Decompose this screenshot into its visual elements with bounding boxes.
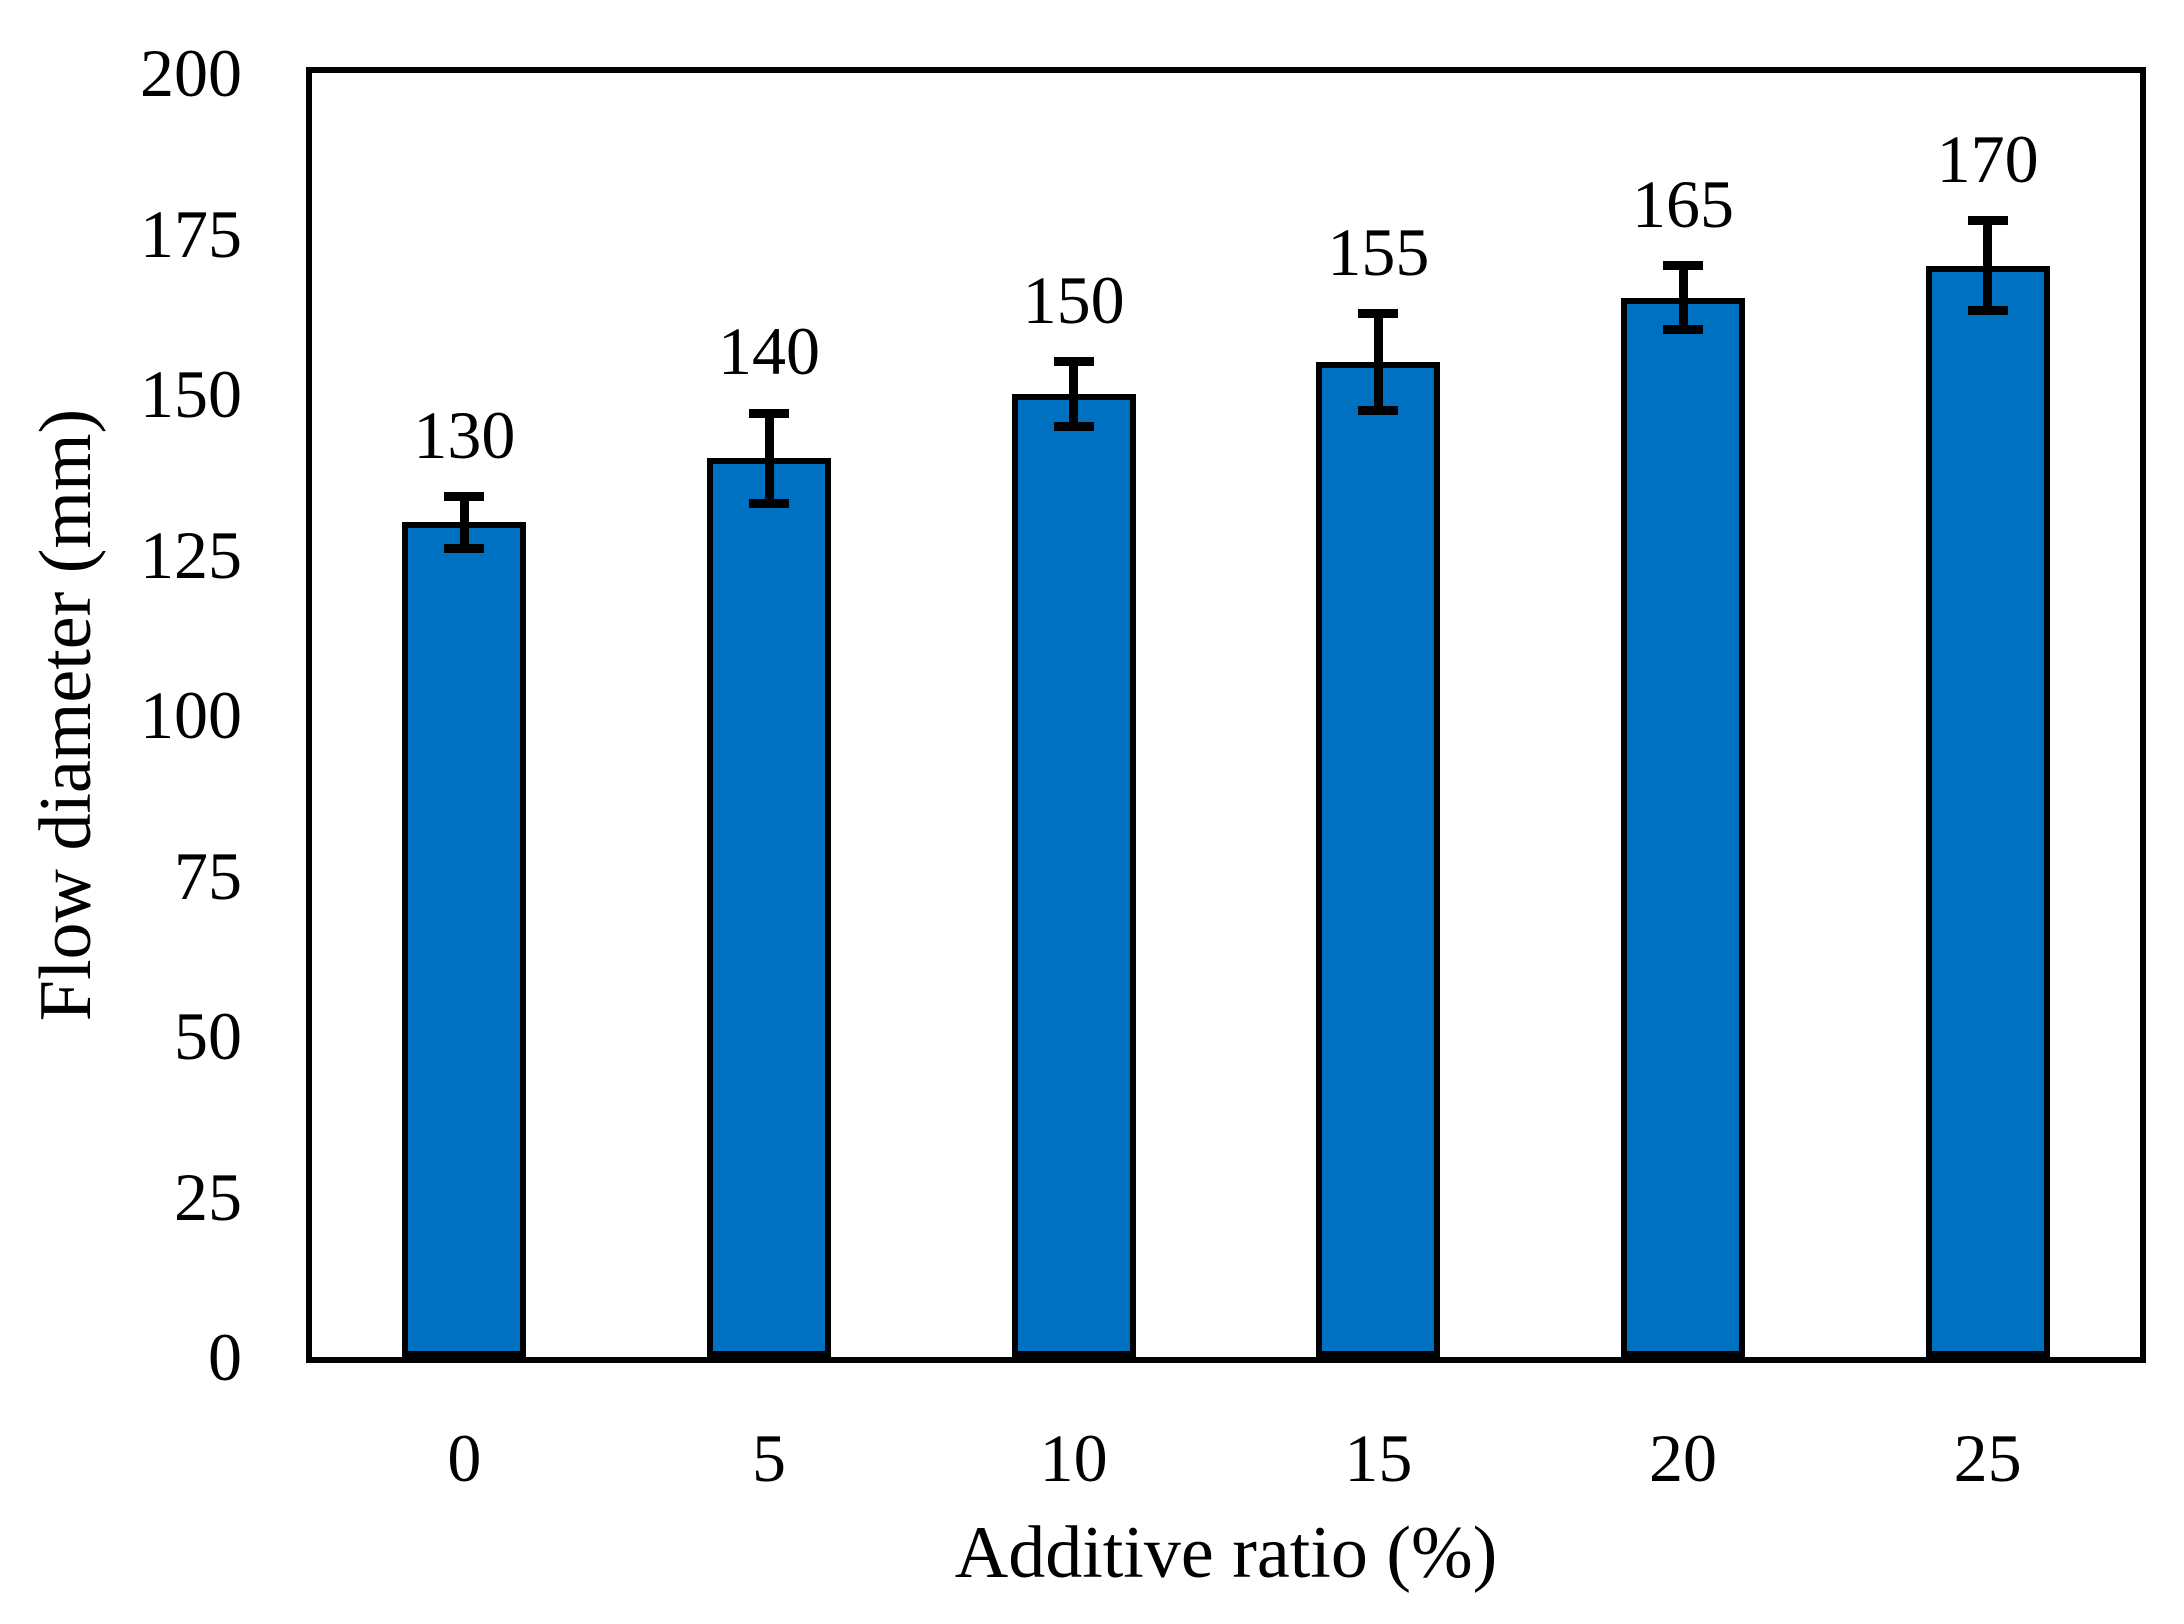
error-bar-cap-top (444, 492, 485, 502)
error-bar-cap-top (1053, 357, 1094, 367)
error-bar-cap-bottom (749, 498, 789, 508)
error-bar (459, 496, 469, 549)
bar (402, 522, 527, 1357)
error-bar-cap-top (1663, 261, 1703, 271)
error-bar-cap-bottom (1967, 306, 2008, 316)
data-label: 140 (718, 313, 820, 390)
bar (707, 458, 831, 1357)
y-tick-label: 200 (140, 35, 242, 111)
error-bar-cap-top (749, 408, 789, 418)
plot-area: 130 140 150 155 165 170 (306, 67, 2146, 1363)
error-bar (1983, 220, 1993, 311)
data-label: 170 (1936, 120, 2039, 197)
y-axis-title: Flow diameter (mm) (25, 408, 107, 1022)
x-tick-label: 20 (1649, 1420, 1717, 1496)
error-bar-cap-bottom (444, 543, 485, 553)
error-bar-cap-bottom (1663, 325, 1703, 335)
x-axis-title: Additive ratio (%) (954, 1512, 1498, 1594)
error-bar-cap-bottom (1053, 421, 1094, 431)
data-label: 155 (1327, 213, 1430, 290)
data-label: 130 (413, 396, 516, 473)
error-bar (1678, 265, 1688, 330)
x-tick-label: 15 (1344, 1420, 1413, 1496)
bar (1011, 394, 1136, 1357)
bar (1621, 297, 1745, 1357)
error-bar (1373, 313, 1383, 411)
error-bar-cap-top (1358, 309, 1399, 319)
x-tick-label: 10 (1039, 1420, 1108, 1496)
x-tick-label: 0 (447, 1420, 482, 1496)
data-label: 150 (1022, 261, 1125, 338)
y-tick-label: 25 (174, 1158, 242, 1235)
error-bar (1069, 361, 1079, 427)
y-tick-label: 0 (208, 1319, 242, 1395)
x-tick-label: 25 (1953, 1420, 2022, 1496)
bar (1316, 361, 1441, 1357)
x-tick-label: 5 (752, 1420, 786, 1496)
y-tick-label: 175 (140, 195, 242, 272)
bar (1925, 265, 2050, 1357)
error-bar (764, 413, 774, 504)
error-bar-cap-top (1967, 216, 2008, 226)
data-label: 165 (1632, 165, 1734, 242)
error-bar-cap-bottom (1358, 405, 1399, 415)
